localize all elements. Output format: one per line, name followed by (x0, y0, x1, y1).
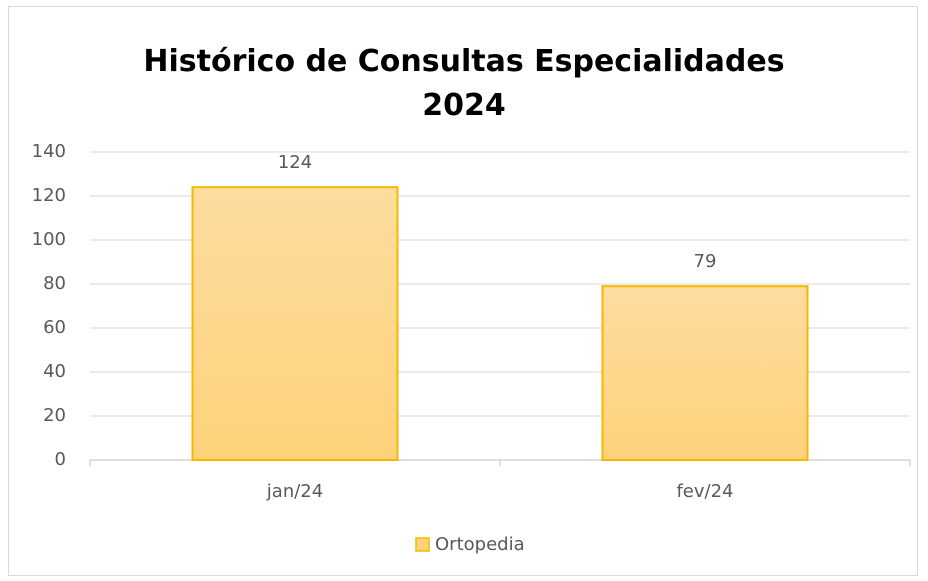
x-tick-label: jan/24 (266, 481, 323, 502)
y-tick-label: 40 (43, 361, 66, 382)
y-tick-label: 80 (43, 273, 66, 294)
y-tick-label: 60 (43, 317, 66, 338)
legend-swatch (415, 537, 430, 552)
y-tick-label: 20 (43, 405, 66, 426)
y-tick-label: 120 (32, 185, 66, 206)
bar (601, 285, 809, 462)
data-label: 124 (278, 152, 312, 173)
legend-label: Ortopedia (435, 534, 525, 555)
bar (191, 186, 399, 461)
y-tick-label: 140 (32, 141, 66, 162)
y-tick-label: 0 (55, 449, 66, 470)
y-tick-label: 100 (32, 229, 66, 250)
data-label: 79 (694, 251, 717, 272)
x-tick-label: fev/24 (676, 481, 733, 502)
chart-title: Histórico de Consultas Especialidades 20… (143, 44, 785, 123)
chart-frame (8, 6, 918, 576)
